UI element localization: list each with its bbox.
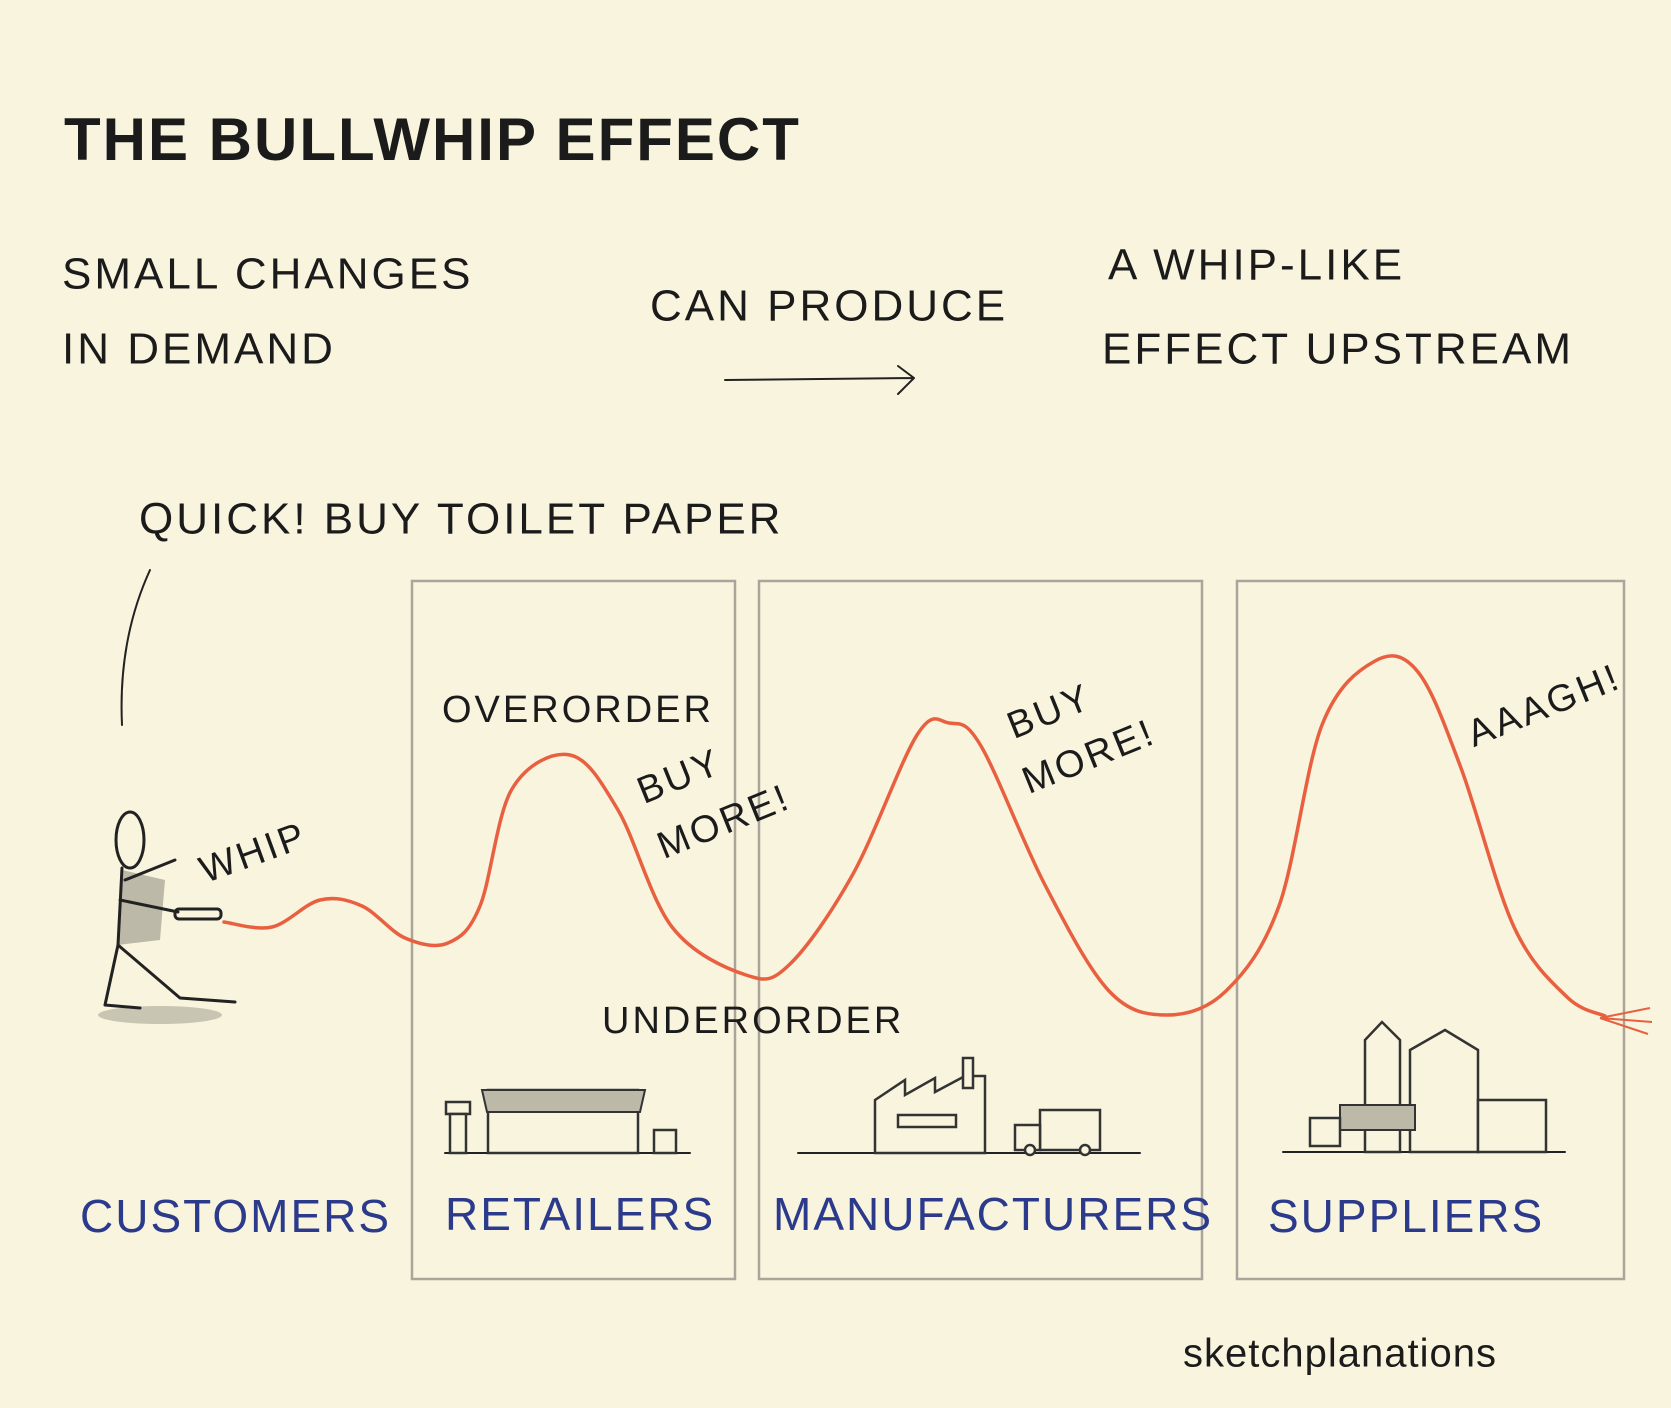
- shout: AAAGH!: [1461, 656, 1627, 755]
- signature: sketchplanations: [1183, 1332, 1497, 1376]
- plant-icon: [1282, 1020, 1566, 1154]
- shop-icon: [444, 1088, 691, 1155]
- title: THE BULLWHIP EFFECT: [64, 106, 801, 173]
- underorder-label: UNDERORDER: [602, 1000, 904, 1042]
- link-text: CAN PRODUCE: [650, 282, 1008, 331]
- stage-box: [410, 579, 737, 1281]
- overorder-label: OVERORDER: [442, 689, 714, 731]
- cause-line: IN DEMAND: [62, 325, 336, 374]
- stage-label: MANUFACTURERS: [773, 1188, 1213, 1240]
- stage-label: SUPPLIERS: [1268, 1190, 1544, 1242]
- stage-box: [757, 579, 1204, 1281]
- whip-tip: [1599, 1007, 1653, 1035]
- stick-figure: [98, 810, 237, 1024]
- shout: BUY: [631, 741, 728, 813]
- effect-line: A WHIP-LIKE: [1108, 241, 1405, 290]
- arrow: [724, 365, 915, 395]
- stage-box: [1235, 579, 1626, 1281]
- stage-label: RETAILERS: [445, 1188, 715, 1240]
- stage-label: CUSTOMERS: [80, 1190, 391, 1242]
- speech: QUICK! BUY TOILET PAPER: [139, 495, 783, 544]
- speech-line: [120, 569, 151, 726]
- whip-label: WHIP: [194, 814, 313, 892]
- cause-line: SMALL CHANGES: [62, 250, 473, 299]
- factory-icon: [797, 1056, 1141, 1157]
- whip-curve: [222, 654, 1607, 1018]
- effect-line: EFFECT UPSTREAM: [1102, 325, 1574, 374]
